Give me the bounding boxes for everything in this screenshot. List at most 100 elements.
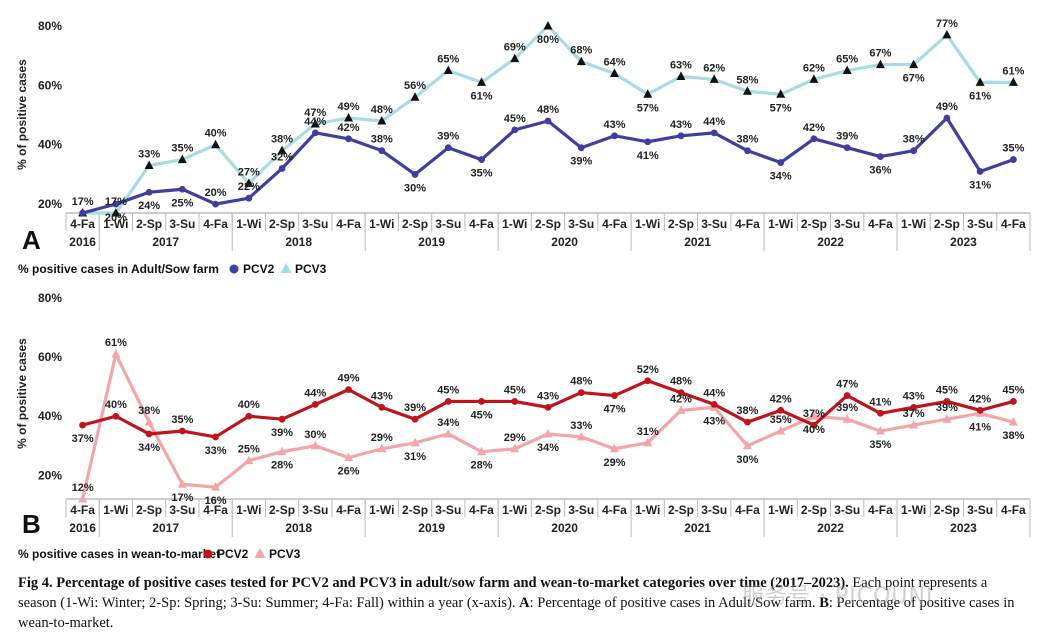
data-label-pcv3: 63% <box>670 59 692 71</box>
panel-letter: A <box>22 225 41 255</box>
data-point-pcv3 <box>875 426 885 435</box>
data-label-pcv2: 35% <box>1002 143 1024 155</box>
data-label-pcv3: 28% <box>271 460 293 472</box>
x-tick-label: 3-Su <box>169 503 195 517</box>
x-tick-label: 4-Fa <box>336 217 361 231</box>
data-point-pcv2 <box>444 144 452 152</box>
data-label-pcv2: 40% <box>105 399 127 411</box>
data-label-pcv2: 43% <box>603 119 625 131</box>
data-point-pcv3 <box>742 86 752 95</box>
data-label-pcv3: 80% <box>537 34 559 46</box>
data-point-pcv2 <box>112 412 120 420</box>
data-point-pcv3 <box>510 53 520 63</box>
year-label: 2020 <box>551 521 578 535</box>
data-label-pcv3: 29% <box>504 432 526 444</box>
year-label: 2018 <box>285 235 312 249</box>
data-point-pcv2 <box>810 135 818 143</box>
data-point-pcv3 <box>410 92 420 101</box>
data-label-pcv3: 61% <box>1002 65 1024 77</box>
data-point-pcv2 <box>212 433 219 441</box>
data-label-pcv2: 38% <box>736 134 758 146</box>
data-label-pcv2: 30% <box>404 182 426 194</box>
data-point-pcv2 <box>311 401 319 408</box>
data-label-pcv3: 29% <box>603 457 625 469</box>
data-point-pcv2 <box>1009 398 1017 405</box>
data-label-pcv3: 30% <box>736 454 758 466</box>
data-label-pcv3: 56% <box>404 80 426 92</box>
x-tick-label: 1-Wi <box>236 217 261 231</box>
data-label-pcv3: 35% <box>770 414 792 426</box>
data-label-pcv3: 39% <box>936 402 958 414</box>
data-point-pcv3 <box>975 77 985 86</box>
data-label-pcv3: 26% <box>338 466 360 478</box>
data-point-pcv3 <box>310 118 320 128</box>
data-label-pcv2: 52% <box>637 364 659 376</box>
data-label-pcv3: 12% <box>72 482 94 494</box>
data-point-pcv2 <box>877 153 884 161</box>
data-point-pcv2 <box>577 389 585 396</box>
y-tick-label: 80% <box>38 291 62 305</box>
data-label-pcv3: 29% <box>371 432 393 444</box>
data-label-pcv2: 34% <box>138 442 160 454</box>
y-tick-label: 60% <box>38 78 62 92</box>
data-label-pcv3: 57% <box>770 102 792 114</box>
data-point-pcv3 <box>875 59 885 69</box>
data-label-pcv3: 48% <box>371 104 393 116</box>
data-point-pcv2 <box>1009 156 1017 163</box>
data-label-pcv2: 41% <box>869 396 891 408</box>
x-tick-label: 1-Wi <box>236 503 261 517</box>
legend-marker-pcv2 <box>203 549 213 559</box>
data-label-pcv3: 62% <box>703 62 725 74</box>
data-label-pcv2: 35% <box>171 414 193 426</box>
x-tick-label: 1-Wi <box>635 217 660 231</box>
x-tick-label: 4-Fa <box>336 503 361 517</box>
data-point-pcv2 <box>411 171 419 178</box>
data-label-pcv3: 57% <box>637 102 659 114</box>
legend-label-pcv2: PCV2 <box>217 547 249 561</box>
x-tick-label: 4-Fa <box>70 503 95 517</box>
data-point-pcv2 <box>943 114 951 122</box>
data-point-pcv3 <box>1008 417 1018 426</box>
data-label-pcv2: 45% <box>504 113 526 125</box>
data-point-pcv3 <box>78 494 88 503</box>
data-label-pcv2: 48% <box>537 104 559 116</box>
x-tick-label: 2-Sp <box>136 217 162 231</box>
x-tick-label: 2-Sp <box>934 503 960 517</box>
data-label-pcv3: 25% <box>238 444 260 456</box>
data-label-pcv3: 64% <box>603 56 625 68</box>
data-point-pcv2 <box>178 427 186 435</box>
data-point-pcv2 <box>478 156 485 163</box>
data-point-pcv2 <box>112 200 120 208</box>
data-point-pcv2 <box>278 415 286 423</box>
data-label-pcv2: 40% <box>238 399 260 411</box>
caption-b-text: : Percentage of positive cases in wean-t… <box>18 595 1015 631</box>
x-tick-label: 2-Sp <box>934 217 960 231</box>
data-point-pcv2 <box>345 135 352 143</box>
data-point-pcv2 <box>212 200 219 208</box>
year-label: 2017 <box>152 521 179 535</box>
x-tick-label: 1-Wi <box>369 217 394 231</box>
caption-body: Each point represents a season (1-Wi: Wi… <box>18 575 988 611</box>
figure-caption: Fig 4. Percentage of positive cases test… <box>18 573 1018 633</box>
data-label-pcv2: 36% <box>869 165 891 177</box>
x-tick-label: 4-Fa <box>203 503 228 517</box>
year-label: 2016 <box>69 235 96 249</box>
data-point-pcv3 <box>277 446 287 456</box>
data-point-pcv2 <box>544 403 552 411</box>
x-tick-label: 4-Fa <box>602 217 627 231</box>
x-tick-label: 1-Wi <box>635 503 660 517</box>
data-label-pcv2: 17% <box>72 196 94 208</box>
data-point-pcv3 <box>776 89 786 98</box>
year-label: 2023 <box>950 235 977 249</box>
data-label-pcv3: 27% <box>238 166 260 178</box>
data-label-pcv3: 17% <box>171 492 193 504</box>
data-label-pcv3: 47% <box>304 107 326 119</box>
data-label-pcv2: 45% <box>1002 384 1024 396</box>
data-label-pcv2: 47% <box>603 404 625 416</box>
x-tick-label: 3-Su <box>701 503 727 517</box>
legend-marker-pcv3 <box>280 263 292 273</box>
year-label: 2023 <box>950 521 977 535</box>
data-label-pcv3: 77% <box>936 18 958 30</box>
